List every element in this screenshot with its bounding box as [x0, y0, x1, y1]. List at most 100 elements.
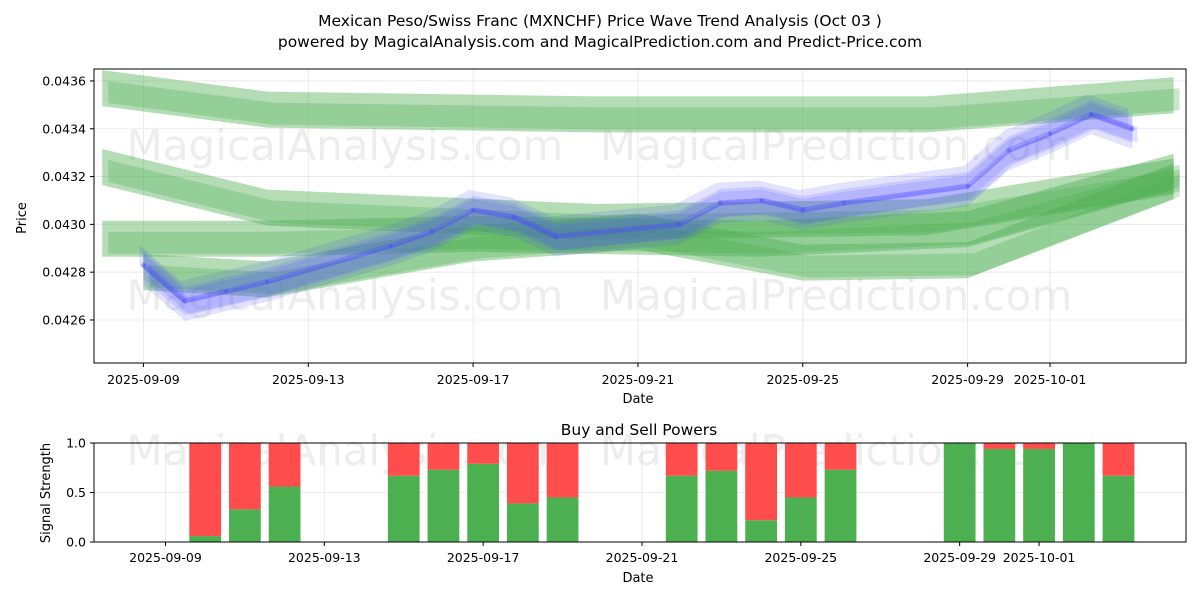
price-watermarks: MagicalAnalysis.com MagicalPrediction.com…	[127, 121, 1073, 320]
price-point	[223, 289, 229, 294]
blue-wave-band-1	[143, 100, 1133, 315]
green-wave-band-1	[102, 70, 1174, 133]
price-point	[676, 222, 682, 227]
signal-x-tick-label: 2025-09-21	[606, 550, 679, 565]
price-y-tick-label: 0.0434	[42, 121, 86, 136]
price-x-tick-label: 2025-09-17	[437, 372, 510, 387]
watermark-text: MagicalAnalysis.com	[127, 271, 564, 320]
blue-wave-band-4	[148, 112, 1138, 315]
signal-x-tick-label: 2025-10-01	[1003, 550, 1076, 565]
green-wave-band-4-inner	[149, 174, 1180, 295]
price-point	[182, 298, 187, 304]
green-wave-band-3	[102, 153, 1174, 257]
sell-power-bar	[1023, 443, 1055, 449]
buy-power-bar	[1102, 475, 1135, 542]
buy-power-bar	[189, 536, 222, 542]
watermark-text: MagicalPrediction.com	[600, 121, 1073, 170]
price-point	[429, 229, 435, 234]
buy-power-bar	[506, 503, 539, 542]
price-x-tick-label: 2025-09-09	[107, 372, 180, 387]
price-point	[1006, 148, 1012, 153]
price-point	[141, 262, 146, 268]
signal-y-tick-label: 0.5	[66, 485, 86, 500]
signal-x-tick-label: 2025-09-09	[129, 550, 202, 565]
green-wave-band-3-inner	[108, 164, 1180, 254]
price-y-tick-label: 0.0426	[42, 312, 86, 327]
sell-power-bar	[427, 443, 460, 470]
signal-x-axis-label: Date	[622, 571, 653, 586]
sell-power-bar	[268, 443, 301, 487]
watermark-text: MagicalAnalysis.com	[127, 121, 564, 170]
buy-power-bar	[546, 497, 579, 542]
signal-y-axis-label: Signal Strength	[39, 443, 54, 543]
price-point	[388, 243, 393, 249]
buy-power-bar	[983, 448, 1016, 542]
sell-power-bar	[546, 443, 579, 498]
buy-power-bar	[824, 469, 857, 542]
price-panel: MagicalAnalysis.com MagicalPrediction.com…	[42, 68, 1187, 387]
price-x-tick-label: 2025-09-13	[272, 372, 345, 387]
sell-power-bar	[189, 443, 222, 537]
buy-power-bar	[229, 509, 261, 542]
buy-power-bar	[427, 469, 460, 542]
sell-power-bar	[705, 443, 738, 471]
price-series-line	[141, 111, 1134, 304]
buy-power-bar	[705, 470, 738, 542]
signal-x-tick-label: 2025-09-13	[288, 550, 361, 565]
sell-power-bar	[387, 443, 420, 476]
signal-y-tick-label: 1.0	[66, 436, 86, 451]
buy-power-bar	[467, 463, 500, 542]
buy-power-bar	[943, 443, 976, 542]
blue-wave-band-2	[143, 114, 1133, 321]
price-point	[512, 214, 517, 220]
price-y-tick-label: 0.0428	[42, 265, 86, 280]
buy-power-bar	[784, 497, 817, 542]
signal-x-tick-label: 2025-09-25	[764, 550, 837, 565]
price-x-tick-label: 2025-09-21	[602, 372, 675, 387]
sell-power-bar	[506, 443, 539, 504]
watermark-text: MagicalPrediction.com	[600, 271, 1073, 320]
price-point	[1047, 131, 1053, 136]
signal-panel: MagicalAnalysis.comMagicalPrediction.com…	[66, 426, 1187, 565]
price-x-axis-label: Date	[622, 392, 653, 407]
figure-title: Mexican Peso/Swiss Franc (MXNCHF) Price …	[318, 12, 882, 30]
green-wave-band-2	[102, 149, 1174, 240]
price-point	[553, 234, 558, 239]
sell-power-bar	[665, 443, 698, 476]
price-grid	[94, 69, 1186, 363]
price-point	[718, 200, 723, 206]
blue-wave-band-3	[139, 94, 1129, 301]
buy-power-bar	[665, 475, 698, 542]
price-axes-frame	[93, 68, 1187, 364]
green-wave-band-4	[143, 163, 1174, 298]
sell-power-bar	[784, 443, 817, 498]
signal-y-tick-label: 0.0	[66, 535, 86, 550]
price-y-axis-label: Price	[15, 202, 30, 234]
price-y-tick-label: 0.0432	[42, 169, 86, 184]
price-point	[264, 279, 270, 284]
green-wave-band-2-inner	[108, 160, 1180, 237]
price-point	[1130, 126, 1135, 131]
sell-power-bar	[824, 443, 857, 470]
buy-power-bar	[745, 520, 777, 542]
price-point	[965, 183, 970, 189]
price-plot-area	[102, 70, 1180, 321]
buy-power-bar	[268, 486, 301, 542]
blue-wave-band-5	[143, 103, 1133, 304]
price-x-tick-label: 2025-09-25	[766, 372, 839, 387]
price-point	[841, 200, 847, 206]
price-x-tick-label: 2025-10-01	[1014, 372, 1087, 387]
price-y-tick-label: 0.0430	[42, 217, 86, 232]
price-point	[759, 198, 764, 203]
signal-x-tick-label: 2025-09-29	[923, 550, 996, 565]
buy-power-bar	[1062, 443, 1095, 542]
figure-subtitle: powered by MagicalAnalysis.com and Magic…	[278, 33, 922, 51]
signal-chart-title: Buy and Sell Powers	[561, 421, 718, 439]
price-x-tick-label: 2025-09-29	[931, 372, 1004, 387]
sell-power-bar	[1102, 443, 1135, 476]
price-point	[800, 207, 805, 213]
sell-power-bar	[983, 443, 1016, 449]
buy-power-bar	[387, 475, 420, 542]
